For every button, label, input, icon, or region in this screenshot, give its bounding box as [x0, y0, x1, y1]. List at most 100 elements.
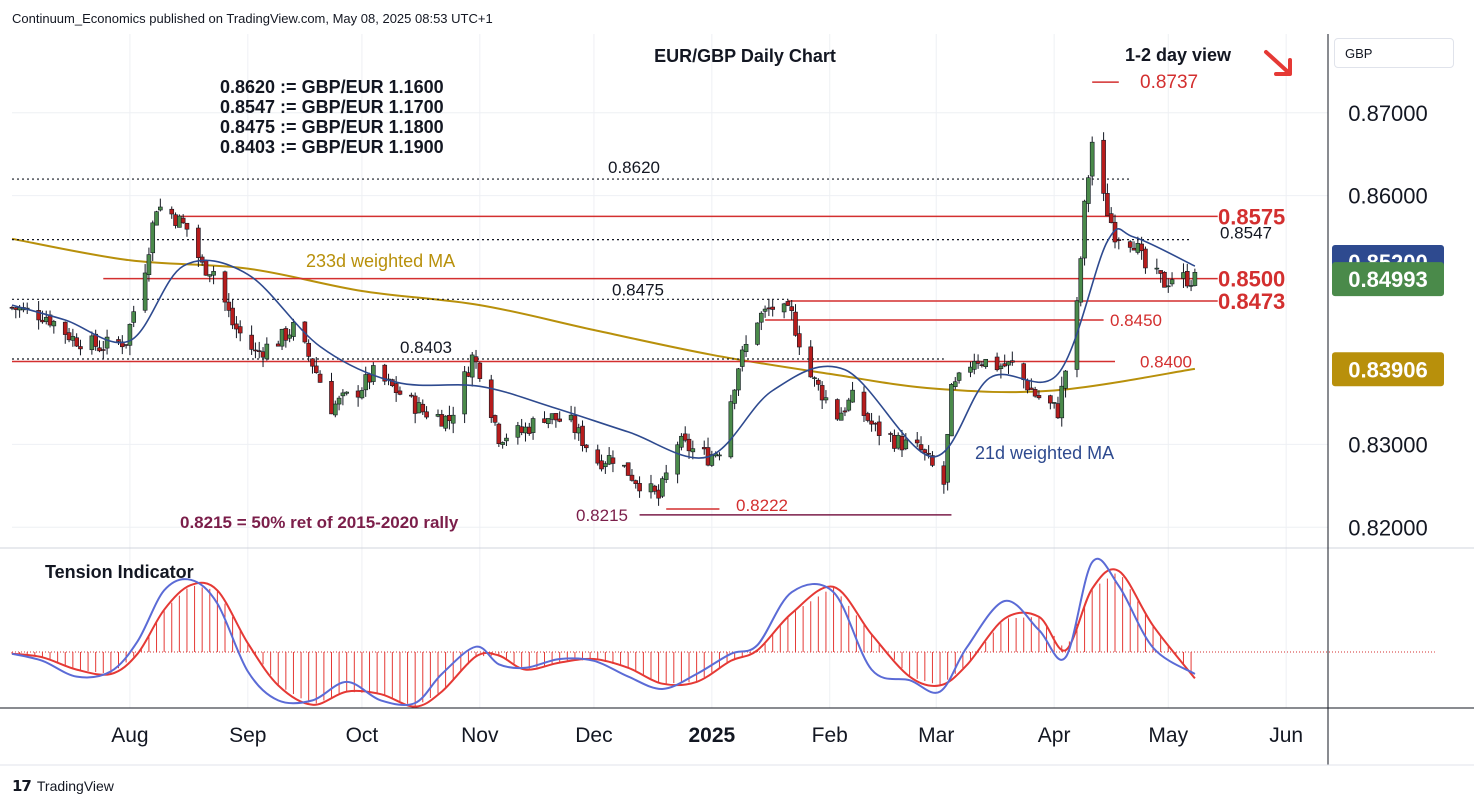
candle: [74, 333, 79, 347]
candle-body-up: [336, 397, 342, 405]
candle: [918, 436, 924, 453]
candle-body-up: [728, 401, 734, 458]
view-label: 1-2 day view: [1125, 45, 1232, 65]
candle-body-up: [812, 377, 817, 380]
arrow-shaft: [1264, 50, 1290, 74]
candle: [572, 406, 578, 440]
candle: [869, 412, 874, 432]
level-label-0.8450: 0.8450: [1110, 311, 1162, 330]
candle-body-down: [473, 356, 479, 363]
candle: [1188, 280, 1194, 292]
candle-body-up: [264, 343, 270, 360]
ma233-label: 233d weighted MA: [306, 251, 455, 271]
candle: [496, 422, 502, 447]
candle: [62, 321, 68, 344]
candle-body-down: [234, 323, 239, 330]
candle-body-down: [447, 414, 452, 422]
candle: [142, 264, 148, 313]
candle: [226, 293, 232, 318]
tension-layer: Tension Indicator: [11, 557, 1435, 708]
candle-body-down: [492, 415, 498, 423]
candle-body-up: [549, 413, 555, 420]
candle: [264, 337, 270, 361]
candle-body-down: [116, 339, 121, 342]
candle-body-down: [253, 349, 258, 352]
candle: [393, 376, 399, 402]
candle: [443, 415, 448, 432]
level-label-0.8400: 0.8400: [1140, 352, 1192, 371]
candle-body-up: [838, 412, 844, 421]
time-tick-label: 2025: [688, 724, 735, 747]
candle-body-down: [355, 390, 361, 398]
candle: [755, 322, 760, 346]
candle: [306, 339, 311, 362]
candle-body-down: [842, 410, 848, 413]
conversion-note: 0.8620 := GBP/EUR 1.1600: [220, 77, 444, 97]
candle: [770, 299, 775, 317]
candle-body-down: [393, 383, 399, 394]
candle: [1029, 378, 1034, 390]
candle: [336, 395, 342, 411]
candle-body-down: [526, 426, 532, 434]
candle: [230, 299, 235, 330]
candle: [1116, 237, 1122, 250]
candle-body-down: [13, 307, 19, 310]
candle-body-down: [283, 328, 289, 341]
candle-body-up: [1078, 258, 1084, 303]
candle-body-down: [196, 227, 201, 258]
tradingview-mark-icon: 𝟭𝟳: [12, 778, 32, 795]
candle: [1184, 263, 1190, 289]
candle: [956, 371, 962, 384]
candle: [762, 305, 768, 318]
candle-body-down: [584, 444, 589, 449]
candle: [816, 378, 821, 391]
candles-layer[interactable]: [9, 132, 1198, 506]
candle-body-down: [9, 306, 15, 309]
candle: [382, 363, 388, 386]
candle: [329, 372, 334, 415]
candle-body-up: [1051, 402, 1057, 404]
candle: [819, 381, 825, 409]
candle: [196, 224, 201, 267]
candle: [1051, 402, 1057, 409]
price-badge: [1332, 352, 1444, 387]
candle: [473, 349, 479, 369]
candle: [462, 366, 467, 424]
candle-body-down: [835, 399, 840, 420]
candle: [793, 304, 798, 337]
candle: [222, 270, 228, 312]
candle-body-up: [340, 392, 346, 397]
candle-body-up: [435, 414, 441, 417]
price-tick-label: 0.83000: [1348, 432, 1428, 457]
candle-body-down: [553, 413, 559, 421]
candle: [781, 302, 787, 319]
candle-body-up: [363, 374, 369, 391]
candle-body-up: [469, 354, 475, 378]
price-tick-label: 0.86000: [1348, 184, 1428, 209]
candle: [758, 311, 764, 331]
candle-body-down: [975, 360, 981, 364]
currency-button[interactable]: GBP: [1334, 38, 1454, 68]
conversion-note: 0.8403 := GBP/EUR 1.1900: [220, 137, 444, 157]
candle-body-down: [1116, 239, 1122, 241]
candle-body-up: [1165, 285, 1171, 288]
candle-body-down: [1048, 395, 1053, 404]
candle: [1127, 240, 1133, 253]
candle: [332, 400, 338, 418]
candle: [371, 362, 376, 385]
candle: [1086, 175, 1091, 213]
candle: [283, 326, 289, 348]
candle-body-down: [599, 460, 604, 470]
tradingview-logo[interactable]: 𝟭𝟳 TradingView: [12, 777, 114, 795]
candle-body-down: [249, 334, 254, 350]
candle: [359, 387, 365, 400]
candle: [36, 301, 41, 330]
level-label-0.8403: 0.8403: [400, 338, 452, 357]
candle: [690, 440, 696, 460]
level-label-0.8620: 0.8620: [608, 158, 660, 177]
candle-body-up: [762, 308, 768, 312]
candle: [850, 381, 855, 403]
candle-body-down: [682, 433, 688, 441]
candle: [846, 397, 852, 412]
